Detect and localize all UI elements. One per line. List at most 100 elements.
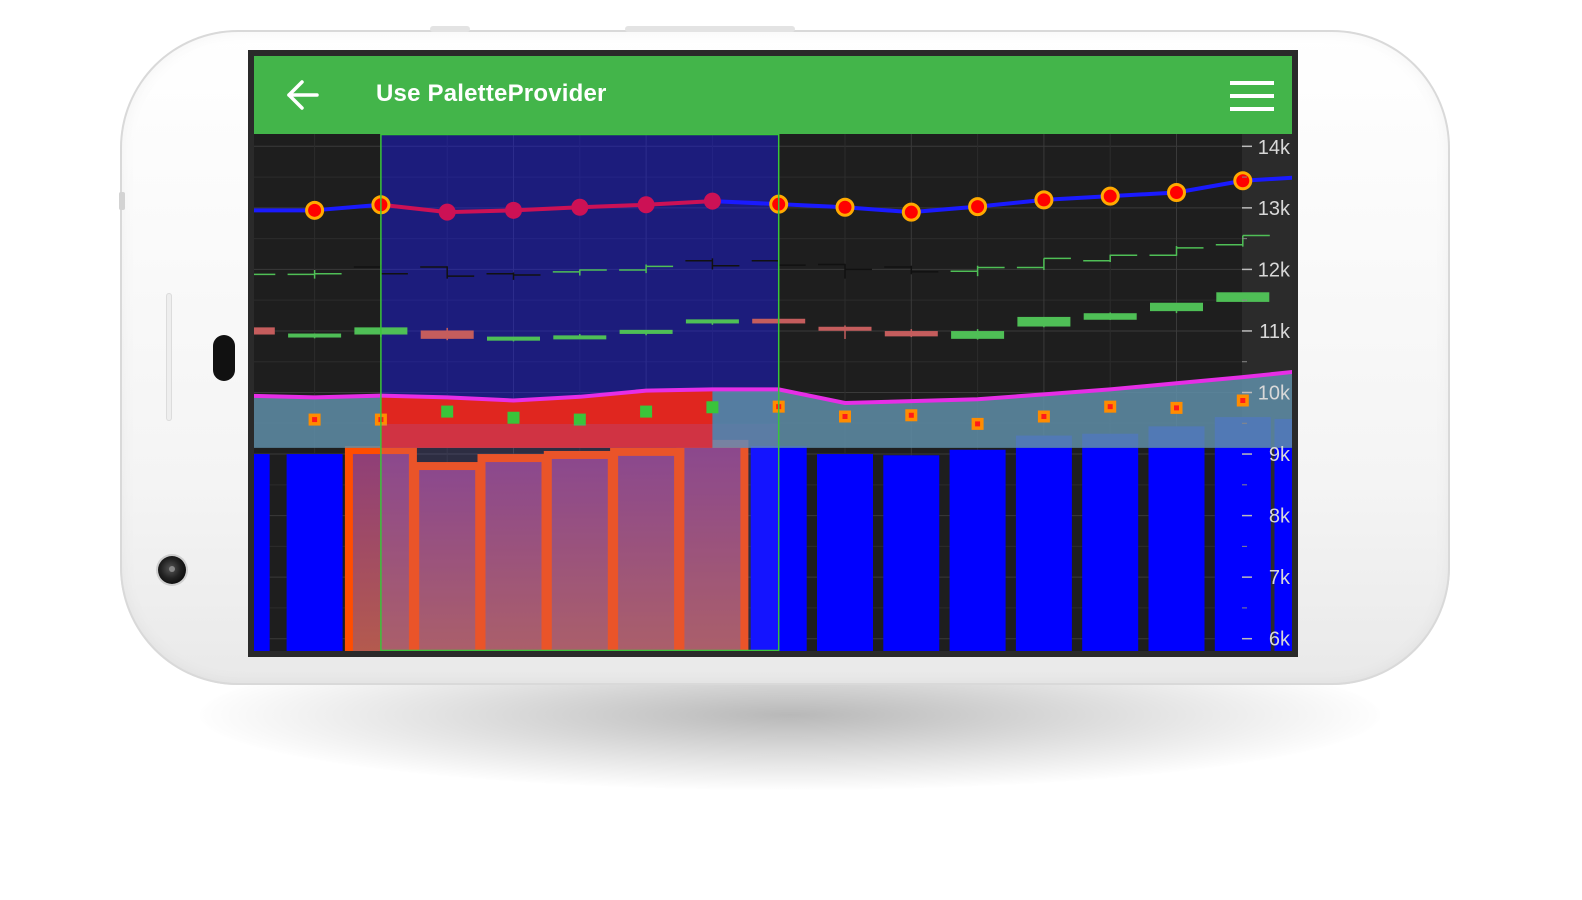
candle-body [420,330,474,339]
mountain-fill-highlight [380,389,713,448]
column-bar [1015,435,1072,651]
column-bar [1214,417,1271,651]
line-marker [571,198,589,216]
y-tick-label: 7k [1269,567,1291,589]
candle-body [818,326,872,331]
line-marker [703,192,721,210]
line-segment [977,197,1045,209]
phone-screen: Use PaletteProvider 14k 13k 12k 11k 10k 9k 8k 7… [248,50,1298,657]
line-segment [1110,190,1177,199]
column-bar [949,449,1006,651]
phone-camera [158,556,186,584]
line-segment [1242,175,1292,183]
selection-band-fill [380,134,779,424]
column-bar [485,462,542,651]
y-tick-label: 10k [1258,383,1291,405]
column-bar [254,454,270,651]
line-segment [314,202,382,213]
line-segment [513,205,580,213]
y-tick-label: 6k [1269,629,1291,651]
line-segment [778,202,846,210]
selection-band-outline [380,134,780,651]
column-bar [883,455,940,651]
scatter-point-center [1041,414,1047,420]
line-segment [844,205,912,215]
ohlc-series [254,234,1270,280]
candle-body [884,331,938,337]
power-button [625,26,795,32]
selection-band-border [380,134,780,651]
line-marker [438,203,456,221]
line-marker [901,202,921,222]
y-tick-label: 14k [1258,137,1291,159]
y-axis: 14k 13k 12k 11k 10k 9k 8k 7k 6k [1242,137,1291,651]
candle-body [685,319,739,324]
scatter-point [573,413,586,426]
candle-body [487,336,540,341]
scatter-point-center [1174,405,1179,411]
palette-provider-chart[interactable]: 14k 13k 12k 11k 10k 9k 8k 7k 6k [254,134,1292,651]
column-bar [286,454,343,651]
candle-body [619,329,673,334]
y-tick-label: 11k [1259,321,1291,343]
line-marker [1034,190,1054,210]
line-segment [1043,194,1111,202]
y-tick-label: 8k [1269,506,1291,528]
line-segment [1176,178,1244,195]
column-bar [419,470,476,651]
line-segment [447,208,514,215]
scatter-point [706,401,719,414]
line-segment [712,199,779,207]
line-marker [1233,171,1253,191]
line-marker [968,197,988,217]
scatter-point [441,405,454,418]
volume-button [430,26,470,32]
y-tick-label: 12k [1258,259,1291,281]
candle-body [1017,316,1071,327]
line-marker [1167,182,1186,202]
line-segment [380,202,448,215]
selection-band[interactable] [380,134,779,424]
line-marker [305,200,325,220]
scatter-point [507,411,520,424]
line-marker [835,197,855,217]
column-bar [1148,426,1205,651]
line-series [254,171,1292,222]
arrow-left-icon[interactable] [284,76,322,114]
y-tick-label: 9k [1269,444,1291,466]
candle-body [553,335,607,340]
line-segment [911,204,978,215]
candle-body [288,333,342,338]
line-marker [505,201,522,219]
scatter-point-center [908,412,914,418]
line-segment [645,199,713,207]
candle-body [1216,292,1270,302]
scatter-point-center [312,417,318,423]
line-marker [1100,186,1120,206]
phone-speaker [213,335,235,381]
scatter-series [308,394,1249,430]
candle-body [1083,313,1137,320]
scatter-point-center [1107,404,1113,410]
column-bar [684,447,741,651]
candle-body [1150,302,1203,312]
column-bar [551,458,608,651]
column-bar [817,454,873,651]
column-bar [1274,418,1292,651]
hamburger-menu-icon[interactable] [1229,78,1275,114]
candle-body [951,331,1005,339]
selection-band-lower [380,424,779,651]
column-bar [1082,433,1139,651]
scatter-point-center [975,421,981,427]
candle-body [254,327,275,335]
line-marker [637,196,655,214]
scatter-point-center [1240,398,1246,404]
side-button [119,192,125,210]
page-title: Use PaletteProvider [376,80,607,107]
phone-sensor-strip [166,293,172,421]
scatter-point [640,405,653,418]
line-segment [579,202,647,210]
y-tick-label: 13k [1258,198,1291,220]
scatter-point-center [842,414,848,420]
app-bar: Use PaletteProvider [254,56,1292,134]
